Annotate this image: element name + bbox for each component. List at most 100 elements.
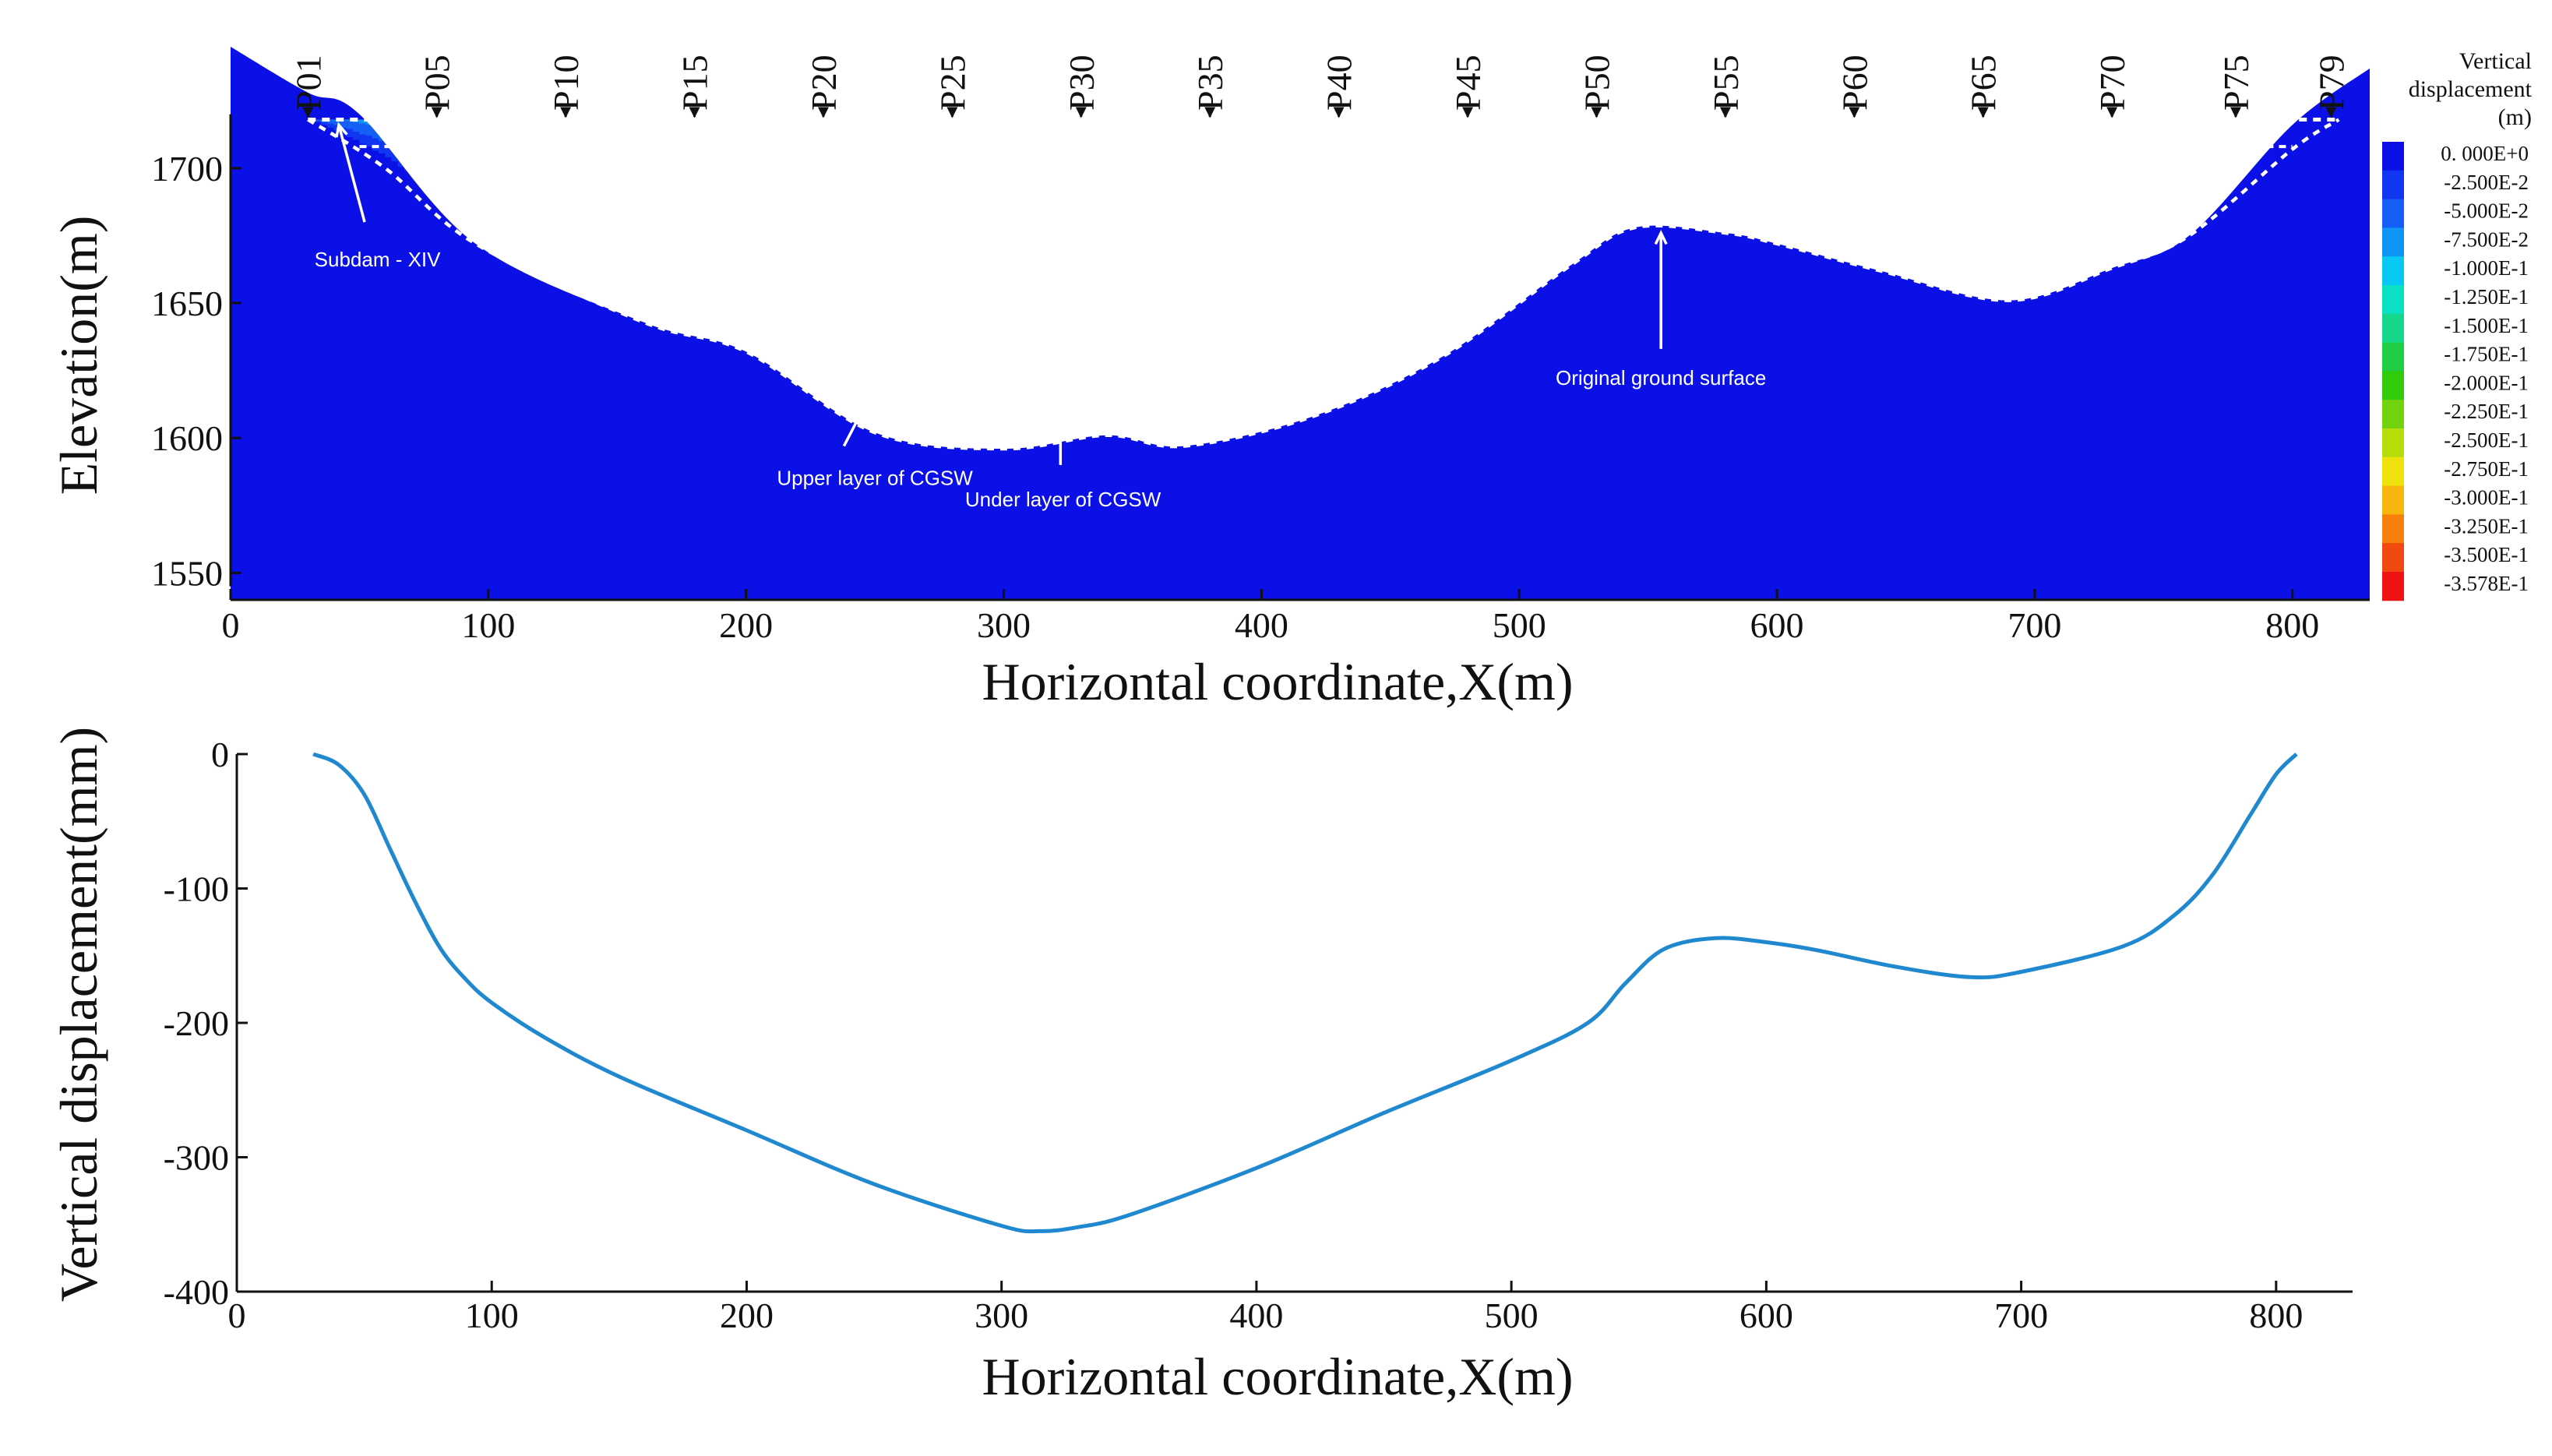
field-cell: [520, 199, 527, 224]
field-cell: [1821, 122, 1829, 145]
field-cell: [952, 322, 960, 345]
field-cell: [520, 144, 527, 174]
field-cell: [1770, 193, 1778, 213]
field-cell: [887, 399, 895, 418]
field-cell: [894, 400, 901, 419]
field-cell: [958, 250, 966, 275]
field-cell: [881, 376, 889, 399]
field-cell: [1151, 320, 1159, 344]
field-cell: [1010, 256, 1017, 281]
field-cell: [1210, 177, 1217, 204]
field-cell: [546, 159, 553, 187]
field-cell: [1035, 280, 1043, 305]
field-cell: [1429, 206, 1436, 237]
field-cell: [1352, 306, 1359, 334]
field-cell: [1770, 154, 1778, 175]
field-cell: [971, 121, 978, 148]
field-cell: [978, 252, 985, 279]
annotation-arrow-head: [884, 343, 897, 359]
field-cell: [1139, 196, 1146, 221]
field-cell: [1126, 196, 1133, 223]
field-cell: [643, 284, 650, 305]
field-cell: [784, 278, 791, 301]
field-cell: [623, 275, 631, 296]
field-cell: [1306, 379, 1313, 400]
field-cell: [726, 312, 734, 332]
field-cell: [1951, 169, 1958, 204]
field-cell: [643, 261, 650, 284]
field-cell: [2008, 167, 2016, 218]
legend-label: -1.000E-1: [2444, 256, 2529, 280]
field-cell: [1493, 160, 1500, 192]
field-cell: [1035, 206, 1043, 231]
field-cell: [1165, 119, 1172, 136]
field-cell: [1306, 354, 1313, 379]
field-cell: [1248, 394, 1256, 415]
section-label: P65: [1964, 55, 2004, 111]
field-cell: [2060, 119, 2067, 164]
field-cell: [501, 189, 509, 214]
field-cell: [1448, 162, 1455, 193]
field-cell: [1100, 199, 1108, 226]
field-cell: [507, 165, 515, 193]
field-cell: [591, 234, 598, 259]
field-cell: [1352, 223, 1359, 252]
field-cell: [1712, 132, 1719, 156]
field-cell: [1171, 243, 1179, 270]
legend-swatch: [2382, 514, 2404, 544]
field-cell: [572, 249, 580, 272]
field-cell: [546, 186, 553, 213]
field-cell: [1106, 249, 1114, 273]
field-cell: [848, 136, 856, 163]
field-cell: [1228, 140, 1236, 169]
field-cell: [901, 210, 908, 237]
field-cell: [707, 166, 714, 192]
legend-label: -3.000E-1: [2444, 486, 2529, 509]
field-cell: [823, 228, 830, 253]
field-cell: [777, 252, 785, 275]
field-cell: [1345, 226, 1352, 256]
field-cell: [1074, 276, 1082, 301]
field-cell: [855, 385, 862, 404]
top-x-tick-label: 700: [2007, 605, 2061, 645]
field-cell: [1210, 203, 1217, 233]
field-cell: [1235, 137, 1243, 166]
field-cell: [958, 298, 966, 323]
field-cell: [1673, 162, 1681, 189]
field-cell: [855, 342, 862, 365]
field-cell: [1332, 205, 1340, 235]
field-cell: [932, 244, 940, 270]
field-cell: [1222, 356, 1230, 379]
field-cell: [340, 119, 347, 128]
field-cell: [777, 119, 785, 128]
field-cell: [688, 182, 695, 209]
field-cell: [1210, 119, 1217, 149]
field-cell: [862, 119, 869, 143]
field-cell: [700, 303, 708, 323]
field-cell: [1873, 189, 1881, 213]
field-cell: [636, 234, 643, 259]
field-cell: [1532, 136, 1539, 167]
field-cell: [1441, 167, 1449, 198]
field-cell: [1010, 152, 1017, 180]
field-cell: [604, 264, 612, 287]
field-cell: [1970, 231, 1977, 265]
field-cell: [1744, 206, 1752, 223]
field-cell: [591, 259, 598, 280]
field-cell: [726, 201, 734, 225]
field-cell: [1937, 119, 1945, 144]
bottom-x-tick-label: 500: [1485, 1296, 1539, 1335]
field-cell: [1738, 122, 1746, 144]
field-cell: [546, 212, 553, 237]
field-cell: [1384, 203, 1391, 233]
field-cell: [1325, 321, 1333, 346]
field-cell: [881, 231, 889, 259]
field-cell: [1616, 196, 1623, 220]
field-cell: [688, 157, 695, 183]
field-cell: [1500, 157, 1507, 188]
field-cell: [700, 237, 708, 261]
field-cell: [1486, 165, 1494, 197]
field-cell: [939, 119, 946, 142]
field-cell: [739, 182, 747, 207]
field-cell: [1068, 324, 1075, 346]
